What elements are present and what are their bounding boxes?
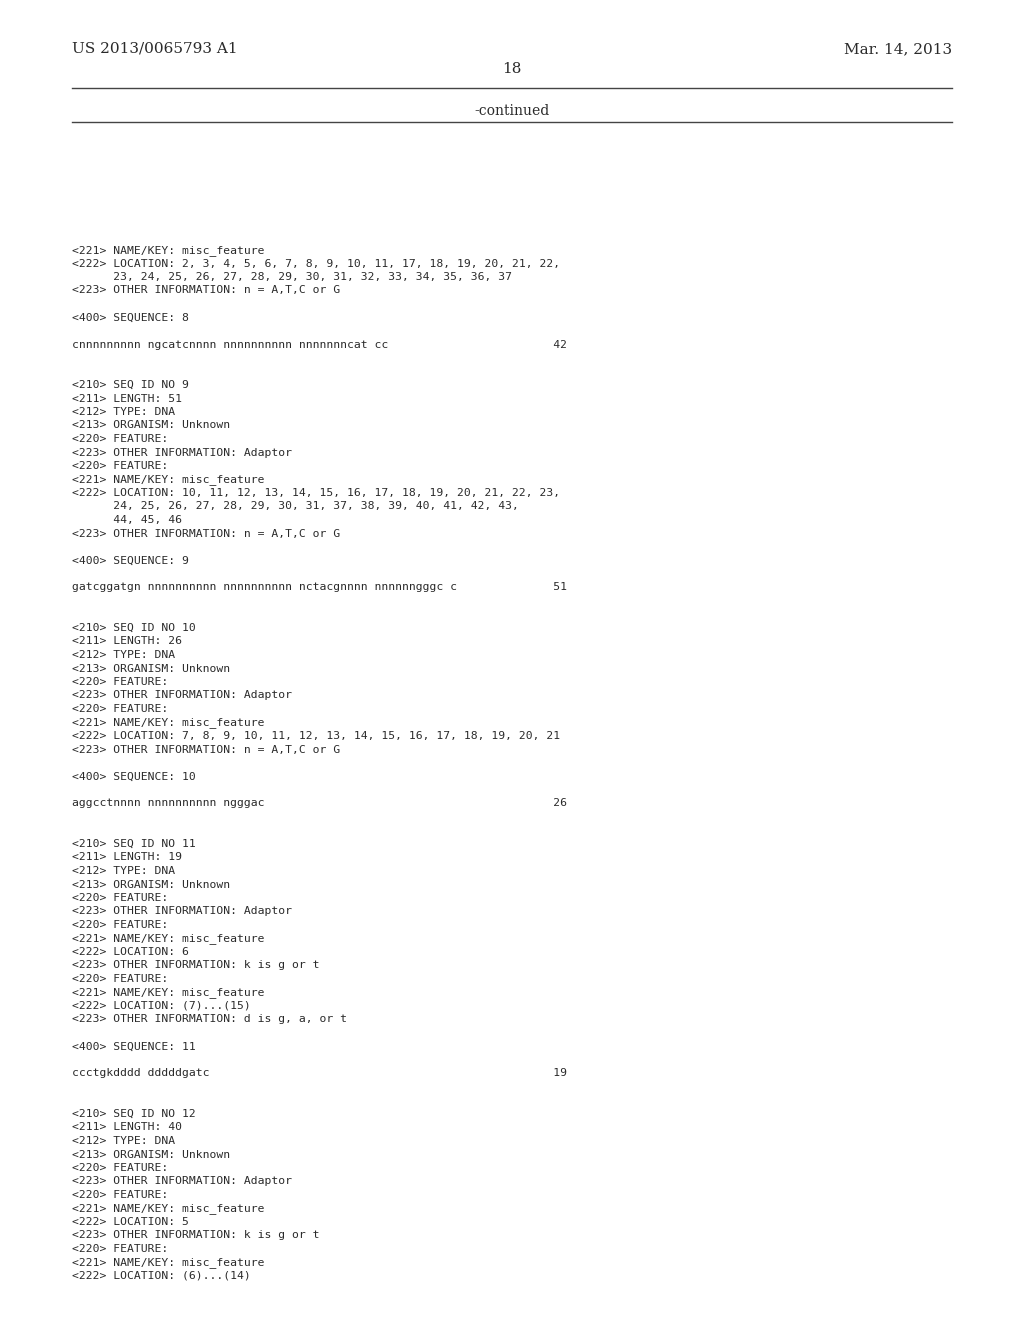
Text: <211> LENGTH: 51: <211> LENGTH: 51 xyxy=(72,393,182,404)
Text: <222> LOCATION: 6: <222> LOCATION: 6 xyxy=(72,946,188,957)
Text: aggcctnnnn nnnnnnnnnn ngggac                                          26: aggcctnnnn nnnnnnnnnn ngggac 26 xyxy=(72,799,567,808)
Text: <210> SEQ ID NO 12: <210> SEQ ID NO 12 xyxy=(72,1109,196,1119)
Text: <221> NAME/KEY: misc_feature: <221> NAME/KEY: misc_feature xyxy=(72,987,264,998)
Text: <223> OTHER INFORMATION: n = A,T,C or G: <223> OTHER INFORMATION: n = A,T,C or G xyxy=(72,528,340,539)
Text: <223> OTHER INFORMATION: Adaptor: <223> OTHER INFORMATION: Adaptor xyxy=(72,447,292,458)
Text: <223> OTHER INFORMATION: Adaptor: <223> OTHER INFORMATION: Adaptor xyxy=(72,690,292,701)
Text: Mar. 14, 2013: Mar. 14, 2013 xyxy=(844,42,952,55)
Text: <223> OTHER INFORMATION: Adaptor: <223> OTHER INFORMATION: Adaptor xyxy=(72,907,292,916)
Text: <213> ORGANISM: Unknown: <213> ORGANISM: Unknown xyxy=(72,664,230,673)
Text: <220> FEATURE:: <220> FEATURE: xyxy=(72,434,168,444)
Text: <222> LOCATION: 2, 3, 4, 5, 6, 7, 8, 9, 10, 11, 17, 18, 19, 20, 21, 22,: <222> LOCATION: 2, 3, 4, 5, 6, 7, 8, 9, … xyxy=(72,259,560,268)
Text: <211> LENGTH: 19: <211> LENGTH: 19 xyxy=(72,853,182,862)
Text: US 2013/0065793 A1: US 2013/0065793 A1 xyxy=(72,42,238,55)
Text: <210> SEQ ID NO 9: <210> SEQ ID NO 9 xyxy=(72,380,188,389)
Text: <211> LENGTH: 40: <211> LENGTH: 40 xyxy=(72,1122,182,1133)
Text: <223> OTHER INFORMATION: Adaptor: <223> OTHER INFORMATION: Adaptor xyxy=(72,1176,292,1187)
Text: <400> SEQUENCE: 10: <400> SEQUENCE: 10 xyxy=(72,771,196,781)
Text: <220> FEATURE:: <220> FEATURE: xyxy=(72,974,168,983)
Text: <212> TYPE: DNA: <212> TYPE: DNA xyxy=(72,1137,175,1146)
Text: <221> NAME/KEY: misc_feature: <221> NAME/KEY: misc_feature xyxy=(72,246,264,256)
Text: <223> OTHER INFORMATION: k is g or t: <223> OTHER INFORMATION: k is g or t xyxy=(72,961,319,970)
Text: <213> ORGANISM: Unknown: <213> ORGANISM: Unknown xyxy=(72,421,230,430)
Text: <221> NAME/KEY: misc_feature: <221> NAME/KEY: misc_feature xyxy=(72,1204,264,1214)
Text: gatcggatgn nnnnnnnnnn nnnnnnnnnn nctacgnnnn nnnnnngggc c              51: gatcggatgn nnnnnnnnnn nnnnnnnnnn nctacgn… xyxy=(72,582,567,593)
Text: <213> ORGANISM: Unknown: <213> ORGANISM: Unknown xyxy=(72,1150,230,1159)
Text: 23, 24, 25, 26, 27, 28, 29, 30, 31, 32, 33, 34, 35, 36, 37: 23, 24, 25, 26, 27, 28, 29, 30, 31, 32, … xyxy=(72,272,512,282)
Text: <400> SEQUENCE: 8: <400> SEQUENCE: 8 xyxy=(72,313,188,322)
Text: <221> NAME/KEY: misc_feature: <221> NAME/KEY: misc_feature xyxy=(72,718,264,729)
Text: <212> TYPE: DNA: <212> TYPE: DNA xyxy=(72,407,175,417)
Text: <212> TYPE: DNA: <212> TYPE: DNA xyxy=(72,649,175,660)
Text: <220> FEATURE:: <220> FEATURE: xyxy=(72,1191,168,1200)
Text: <223> OTHER INFORMATION: n = A,T,C or G: <223> OTHER INFORMATION: n = A,T,C or G xyxy=(72,744,340,755)
Text: <223> OTHER INFORMATION: n = A,T,C or G: <223> OTHER INFORMATION: n = A,T,C or G xyxy=(72,285,340,296)
Text: 18: 18 xyxy=(503,62,521,77)
Text: <220> FEATURE:: <220> FEATURE: xyxy=(72,920,168,931)
Text: <212> TYPE: DNA: <212> TYPE: DNA xyxy=(72,866,175,876)
Text: <223> OTHER INFORMATION: k is g or t: <223> OTHER INFORMATION: k is g or t xyxy=(72,1230,319,1241)
Text: <220> FEATURE:: <220> FEATURE: xyxy=(72,894,168,903)
Text: -continued: -continued xyxy=(474,104,550,117)
Text: <222> LOCATION: (6)...(14): <222> LOCATION: (6)...(14) xyxy=(72,1271,251,1280)
Text: <213> ORGANISM: Unknown: <213> ORGANISM: Unknown xyxy=(72,879,230,890)
Text: <220> FEATURE:: <220> FEATURE: xyxy=(72,1243,168,1254)
Text: <400> SEQUENCE: 11: <400> SEQUENCE: 11 xyxy=(72,1041,196,1052)
Text: <222> LOCATION: (7)...(15): <222> LOCATION: (7)...(15) xyxy=(72,1001,251,1011)
Text: <222> LOCATION: 10, 11, 12, 13, 14, 15, 16, 17, 18, 19, 20, 21, 22, 23,: <222> LOCATION: 10, 11, 12, 13, 14, 15, … xyxy=(72,488,560,498)
Text: 24, 25, 26, 27, 28, 29, 30, 31, 37, 38, 39, 40, 41, 42, 43,: 24, 25, 26, 27, 28, 29, 30, 31, 37, 38, … xyxy=(72,502,519,511)
Text: <222> LOCATION: 7, 8, 9, 10, 11, 12, 13, 14, 15, 16, 17, 18, 19, 20, 21: <222> LOCATION: 7, 8, 9, 10, 11, 12, 13,… xyxy=(72,731,560,741)
Text: <210> SEQ ID NO 10: <210> SEQ ID NO 10 xyxy=(72,623,196,634)
Text: <223> OTHER INFORMATION: d is g, a, or t: <223> OTHER INFORMATION: d is g, a, or t xyxy=(72,1015,347,1024)
Text: <221> NAME/KEY: misc_feature: <221> NAME/KEY: misc_feature xyxy=(72,1258,264,1269)
Text: <220> FEATURE:: <220> FEATURE: xyxy=(72,1163,168,1173)
Text: cnnnnnnnnn ngcatcnnnn nnnnnnnnnn nnnnnnncat cc                        42: cnnnnnnnnn ngcatcnnnn nnnnnnnnnn nnnnnnn… xyxy=(72,339,567,350)
Text: <220> FEATURE:: <220> FEATURE: xyxy=(72,677,168,686)
Text: <211> LENGTH: 26: <211> LENGTH: 26 xyxy=(72,636,182,647)
Text: <222> LOCATION: 5: <222> LOCATION: 5 xyxy=(72,1217,188,1228)
Text: <400> SEQUENCE: 9: <400> SEQUENCE: 9 xyxy=(72,556,188,565)
Text: <221> NAME/KEY: misc_feature: <221> NAME/KEY: misc_feature xyxy=(72,474,264,486)
Text: <220> FEATURE:: <220> FEATURE: xyxy=(72,461,168,471)
Text: 44, 45, 46: 44, 45, 46 xyxy=(72,515,182,525)
Text: <221> NAME/KEY: misc_feature: <221> NAME/KEY: misc_feature xyxy=(72,933,264,944)
Text: <220> FEATURE:: <220> FEATURE: xyxy=(72,704,168,714)
Text: <210> SEQ ID NO 11: <210> SEQ ID NO 11 xyxy=(72,840,196,849)
Text: ccctgkdddd dddddgatc                                                  19: ccctgkdddd dddddgatc 19 xyxy=(72,1068,567,1078)
